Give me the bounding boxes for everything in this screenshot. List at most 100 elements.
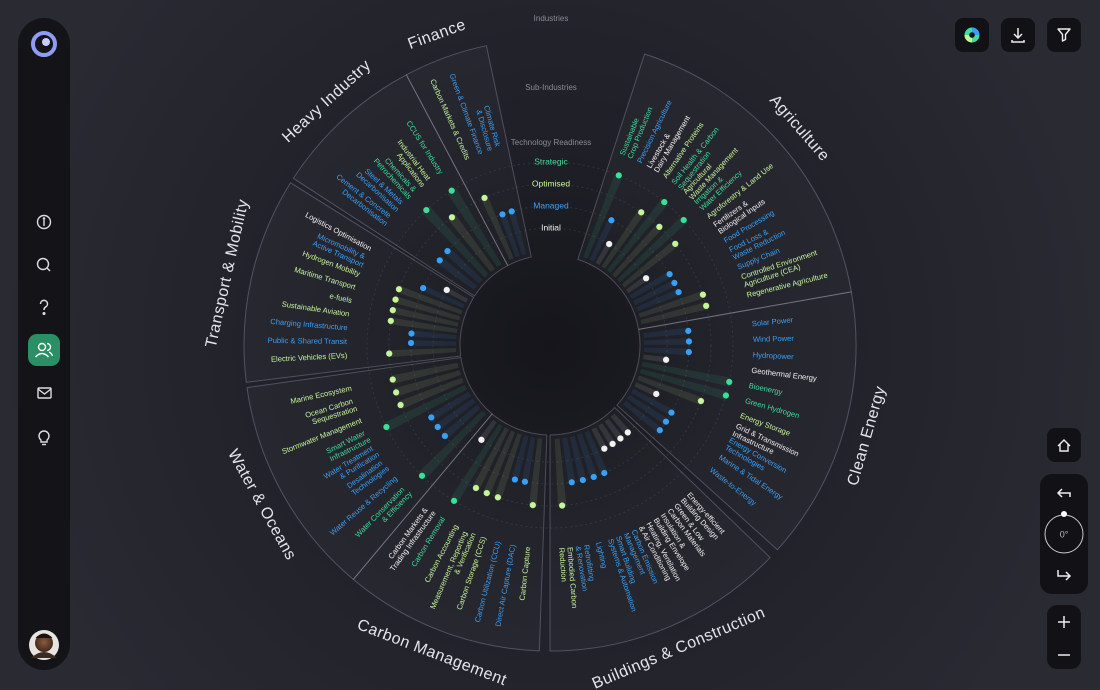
readiness-dot — [511, 475, 519, 484]
readiness-beam — [421, 285, 466, 309]
readiness-dot — [608, 440, 617, 448]
readiness-beam — [636, 289, 680, 312]
readiness-dot — [656, 426, 664, 434]
zoom-panel — [1047, 605, 1081, 669]
readiness-beam — [638, 291, 705, 318]
readiness-beam — [562, 437, 576, 483]
readiness-dot — [652, 390, 660, 398]
readiness-dot — [422, 206, 430, 214]
readiness-beam — [639, 368, 728, 400]
readiness-beam — [637, 375, 703, 405]
ring-label: Technology Readiness — [511, 138, 592, 147]
readiness-beam — [631, 388, 674, 416]
readiness-beam — [472, 427, 509, 490]
readiness-dot — [382, 423, 391, 431]
readiness-dot — [615, 171, 623, 180]
level-label: Optimised — [532, 178, 571, 188]
rotation-panel — [1040, 474, 1088, 594]
avatar[interactable] — [29, 630, 59, 660]
readiness-beam — [569, 435, 587, 481]
readiness-beam — [429, 391, 472, 421]
readiness-dot — [477, 436, 486, 444]
readiness-dot — [389, 306, 397, 314]
logo[interactable] — [31, 31, 57, 57]
level-ring — [432, 227, 668, 463]
readiness-beam — [399, 377, 464, 409]
readiness-dot — [407, 329, 416, 338]
level-label: Initial — [541, 222, 561, 232]
filter-button[interactable] — [1047, 18, 1081, 52]
industry-panel — [292, 74, 509, 297]
readiness-dot — [680, 216, 688, 224]
readiness-dot — [685, 348, 693, 356]
level-label: Strategic — [534, 156, 568, 166]
readiness-beam — [445, 287, 469, 303]
readiness-dot — [702, 302, 710, 310]
readiness-dot — [665, 270, 674, 278]
sub-industry-label: Wind Power — [753, 334, 795, 344]
readiness-beam — [422, 206, 489, 278]
readiness-beam — [392, 306, 459, 327]
home-button[interactable] — [1047, 428, 1081, 462]
readiness-beam — [494, 433, 522, 499]
readiness-dot — [419, 284, 427, 292]
readiness-dot — [448, 213, 456, 221]
idea-button[interactable] — [38, 430, 50, 446]
industry-panel — [246, 357, 493, 580]
readiness-dot — [667, 408, 676, 417]
readiness-beam — [643, 327, 689, 338]
industry-panel — [352, 413, 548, 652]
search-button[interactable] — [36, 257, 51, 272]
readiness-beam — [508, 210, 527, 256]
level-ring — [388, 183, 712, 507]
sub-industry-label: Solar Power — [751, 315, 794, 328]
download-button[interactable] — [1001, 18, 1035, 52]
readiness-beam — [479, 419, 497, 442]
industry-panel — [405, 45, 532, 267]
readiness-dot — [699, 291, 707, 299]
zoom-in-button[interactable] — [1058, 616, 1070, 628]
readiness-beam — [389, 347, 457, 358]
readiness-dot — [483, 489, 491, 497]
readiness-dot — [590, 473, 598, 481]
chart-view-button[interactable] — [955, 18, 989, 52]
readiness-dot — [472, 484, 480, 492]
view-controls: 0° — [1040, 428, 1088, 669]
redo-button[interactable] — [1057, 570, 1072, 581]
readiness-beam — [583, 173, 623, 259]
readiness-beam — [511, 435, 529, 481]
readiness-dot — [685, 337, 693, 346]
readiness-dot — [387, 317, 395, 325]
readiness-dot — [392, 388, 400, 397]
undo-button[interactable] — [1056, 488, 1071, 498]
readiness-beam — [621, 240, 678, 288]
readiness-dot — [494, 493, 502, 501]
mail-button[interactable] — [37, 387, 52, 399]
readiness-beam — [612, 224, 663, 278]
ring-label: Sub-Industries — [525, 83, 577, 92]
readiness-dot — [568, 478, 576, 486]
readiness-beam — [394, 296, 461, 321]
readiness-beam — [411, 339, 457, 346]
readiness-dot — [722, 391, 730, 400]
readiness-dot — [389, 375, 397, 384]
help-button[interactable] — [39, 299, 49, 316]
readiness-beam — [627, 394, 668, 425]
readiness-beam — [391, 362, 459, 384]
readiness-dot — [662, 418, 670, 426]
readiness-dot — [671, 240, 679, 248]
readiness-dot — [616, 434, 625, 443]
readiness-dot — [558, 501, 566, 510]
users-button[interactable] — [28, 334, 60, 366]
readiness-beam — [444, 248, 483, 284]
readiness-dot — [396, 401, 405, 409]
readiness-beam — [529, 438, 543, 506]
readiness-beam — [622, 400, 662, 433]
rotation-dial[interactable]: 0° — [1044, 511, 1084, 554]
sub-industry-label: Electric Vehicles (EVs) — [271, 351, 348, 364]
info-button[interactable] — [36, 214, 52, 230]
industry-panel — [243, 182, 475, 383]
readiness-dot — [697, 397, 705, 405]
